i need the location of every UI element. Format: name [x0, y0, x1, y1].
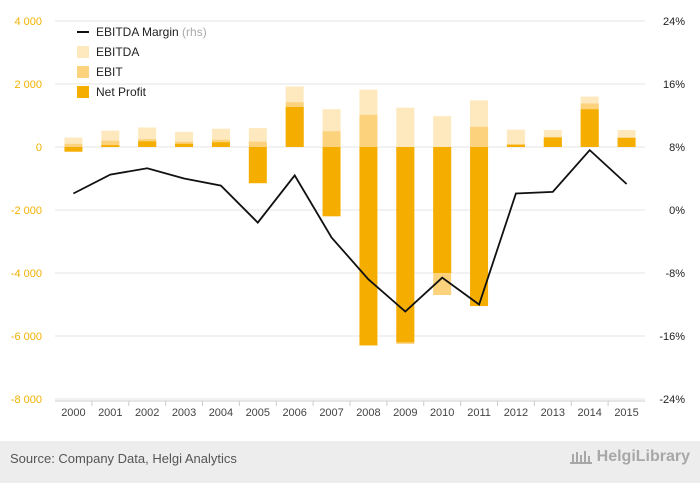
x-tick-label: 2001 — [98, 407, 122, 419]
ebit-bar — [322, 131, 341, 147]
logo-text: HelgiLibrary — [596, 448, 690, 465]
left-tick-label: 4 000 — [14, 16, 42, 28]
left-tick-label: -4 000 — [11, 268, 42, 280]
net-profit-bar — [396, 147, 415, 343]
ebitda-bar — [396, 107, 415, 147]
chart: 4 000 2 000 0 -2 000 -4 000 -6 000 -8 000 24% 16… — [11, 16, 685, 419]
right-tick-label: -16% — [659, 331, 685, 343]
left-tick-label: -6 000 — [11, 331, 42, 343]
net-profit-bar — [543, 137, 562, 147]
net-profit-bar — [138, 141, 157, 147]
x-tick-label: 2008 — [356, 407, 380, 419]
net-profit-bar — [64, 147, 83, 152]
legend-label-net-profit: Net Profit — [96, 85, 147, 99]
ebitda-margin-line — [72, 148, 628, 313]
left-tick-label: -2 000 — [11, 205, 42, 217]
net-profit-bar — [211, 142, 230, 147]
legend-label-ebitda-margin: EBITDA Margin (rhs) — [96, 25, 207, 39]
right-tick-label: 24% — [663, 16, 685, 28]
legend-swatch-ebitda — [77, 46, 89, 58]
x-tick-label: 2000 — [61, 407, 85, 419]
helgi-library-logo[interactable]: HelgiLibrary — [569, 448, 690, 466]
right-tick-label: 8% — [669, 142, 685, 154]
net-profit-bar — [617, 137, 636, 147]
x-tick-label: 2005 — [246, 407, 270, 419]
right-tick-label: -24% — [659, 394, 685, 406]
x-tick-label: 2010 — [430, 407, 454, 419]
x-tick-label: 2011 — [467, 407, 491, 419]
legend-swatch-ebit — [77, 66, 89, 78]
x-tick-label: 2004 — [209, 407, 233, 419]
x-tick-label: 2007 — [319, 407, 343, 419]
legend-label-ebit: EBIT — [96, 65, 123, 79]
net-profit-bar — [506, 144, 525, 147]
ebit-bar — [101, 140, 120, 147]
legend-rhs-suffix: (rhs) — [182, 25, 207, 39]
left-tick-label: 2 000 — [14, 79, 42, 91]
legend-swatch-net-profit — [77, 86, 89, 98]
net-profit-bar — [101, 145, 120, 147]
x-tick-label: 2012 — [504, 407, 528, 419]
x-tick-label: 2003 — [172, 407, 196, 419]
net-profit-bar — [433, 147, 452, 273]
net-profit-bar — [359, 147, 378, 346]
net-profit-bar — [285, 106, 304, 147]
net-profit-bar — [248, 147, 267, 184]
right-tick-label: 0% — [669, 205, 685, 217]
x-tick-label: 2009 — [393, 407, 417, 419]
x-tick-label: 2015 — [614, 407, 638, 419]
net-profit-bar — [175, 143, 194, 147]
x-tick-label: 2002 — [135, 407, 159, 419]
ebitda-bar — [64, 137, 83, 147]
ebitda-bar — [506, 129, 525, 147]
x-tick-label: 2006 — [282, 407, 306, 419]
net-profit-bar — [322, 147, 341, 217]
right-tick-label: 16% — [663, 79, 685, 91]
legend-label-ebitda: EBITDA — [96, 45, 139, 59]
ebit-bar — [359, 114, 378, 147]
ebitda-bar — [433, 116, 452, 147]
ebit-bar — [64, 143, 83, 147]
net-profit-bar — [470, 147, 489, 307]
x-tick-label: 2013 — [541, 407, 565, 419]
library-icon — [569, 451, 592, 464]
left-tick-label: 0 — [36, 142, 42, 154]
ebit-bar — [248, 141, 267, 147]
net-profit-bar — [580, 109, 599, 147]
ebit-bar — [470, 126, 489, 147]
left-tick-label: -8 000 — [11, 394, 42, 406]
right-tick-label: -8% — [665, 268, 685, 280]
source-note: Source: Company Data, Helgi Analytics — [10, 451, 237, 466]
x-tick-label: 2014 — [577, 407, 601, 419]
